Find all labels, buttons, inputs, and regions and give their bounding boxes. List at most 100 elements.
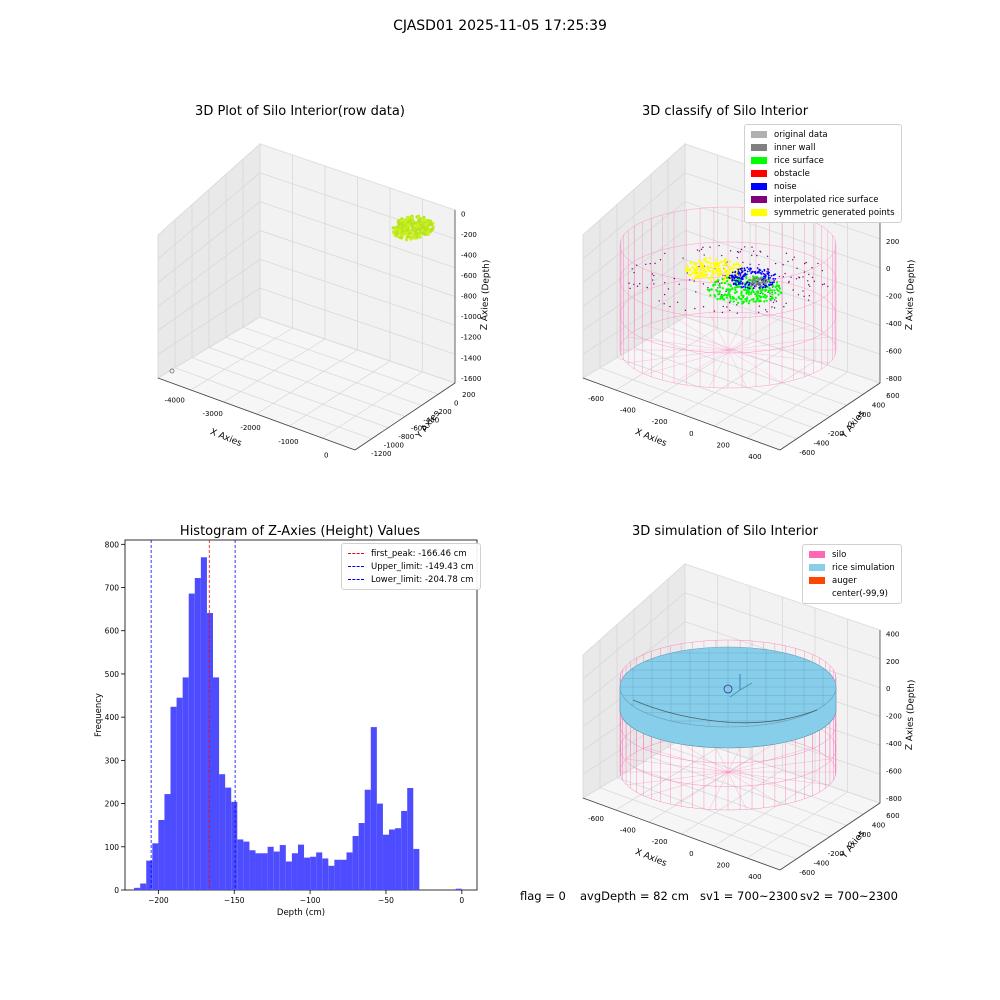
p2-rice-surface-point — [768, 292, 772, 295]
p2-noise-point — [731, 275, 733, 278]
p2-interpolated-point — [811, 276, 814, 279]
p2-silo-floor-spoke — [626, 349, 729, 364]
p2-symmetric-point — [696, 274, 699, 278]
p2-rice-surface-point — [757, 300, 761, 303]
p2-interpolated-point — [688, 279, 691, 281]
histogram-plot: −200 −150 −100 −50 0 0 100 200 300 400 500 600 700 80… — [94, 539, 478, 918]
p2-rice-surface-point — [758, 295, 761, 298]
p1-x-tick-label: -4000 — [165, 396, 185, 404]
p2-noise-point — [769, 276, 772, 279]
p2-rice-surface-point — [731, 295, 734, 298]
p2-rice-surface-point — [710, 288, 713, 291]
p2-symmetric-point — [697, 272, 700, 275]
p2-inner-wall-point — [763, 281, 766, 284]
p2-symmetric-point — [703, 269, 706, 272]
p1-grid-line — [242, 326, 439, 395]
p2-noise-point — [767, 271, 770, 273]
p2-noise-point — [768, 283, 770, 286]
p2-noise-point — [743, 267, 746, 270]
histogram-bar — [158, 820, 165, 890]
p2-symmetric-point — [732, 266, 735, 270]
p2-inner-wall-point — [749, 282, 752, 285]
histogram-y-tick-label: 400 — [105, 713, 120, 722]
p2-rice-surface-point — [714, 295, 717, 298]
p2-x-axis-line — [582, 377, 781, 451]
p2-noise-point — [771, 281, 773, 284]
p2-interpolated-point — [807, 299, 810, 301]
p1-z-tick-label: -1200 — [461, 334, 481, 342]
p2-inner-wall-point — [761, 280, 764, 283]
histogram-bar — [176, 697, 183, 890]
legend-entry: interpolated rice surface — [751, 193, 895, 206]
p2-interpolated-point — [736, 304, 738, 306]
p2-rice-surface-point — [778, 287, 782, 290]
p2-rice-surface-point — [736, 301, 740, 304]
p1-y-tick-label: -1200 — [371, 450, 391, 458]
p2-interpolated-point — [736, 312, 738, 314]
p1-data-point — [408, 218, 412, 222]
p2-rice-surface-point — [717, 278, 720, 282]
p2-symmetric-point — [693, 270, 697, 273]
p1-data-point — [427, 222, 431, 226]
p1-y-axis-line — [354, 382, 456, 451]
p2-noise-point — [744, 284, 747, 286]
p2-noise-point — [736, 276, 739, 279]
histogram-bar — [395, 828, 402, 890]
p2-noise-point — [746, 286, 749, 289]
p4-auger-axis — [739, 682, 753, 691]
p1-grid-line — [157, 172, 261, 260]
p2-symmetric-point — [723, 268, 726, 271]
p1-z-tick-label: 0 — [461, 210, 465, 218]
panel-4-title: 3D simulation of Silo Interior — [632, 524, 818, 539]
p2-noise-point — [766, 272, 769, 275]
p2-noise-point — [759, 271, 761, 274]
p1-data-point — [418, 234, 422, 238]
p2-noise-point — [746, 281, 748, 284]
p2-symmetric-point — [708, 277, 711, 280]
p2-y-tick-label: -600 — [799, 449, 815, 457]
p2-interpolated-point — [792, 289, 794, 291]
p2-symmetric-point — [685, 270, 688, 273]
histogram-bar — [304, 857, 311, 890]
p2-interpolated-point — [809, 285, 811, 288]
histogram-bar — [225, 787, 232, 890]
p2-rice-surface-point — [728, 295, 732, 298]
p2-symmetric-point — [719, 260, 723, 264]
p2-rice-surface-point — [709, 294, 712, 297]
p2-interpolated-point — [766, 270, 768, 273]
p2-noise-point — [734, 274, 736, 277]
legend-label: Lower_limit: -204.78 cm — [371, 574, 474, 585]
legend-swatch — [348, 566, 364, 567]
p1-y-tick-label: -200 — [436, 408, 452, 416]
p2-interpolated-point — [678, 283, 681, 285]
p2-interpolated-point — [749, 263, 751, 266]
p2-noise-point — [754, 272, 757, 275]
histogram-bar — [364, 789, 371, 890]
p1-data-point — [424, 223, 428, 227]
p1-z-tick-label: -1400 — [461, 354, 481, 362]
p2-symmetric-point — [691, 271, 695, 274]
p2-inner-wall-point — [751, 282, 754, 285]
p2-rice-surface-point — [732, 300, 735, 303]
p2-interpolated-point — [702, 306, 705, 308]
histogram-x-tick-label: −200 — [148, 896, 169, 905]
p2-rice-surface-point — [725, 296, 728, 299]
p4-z-tick-label: -800 — [886, 795, 902, 803]
p2-rice-surface-point — [729, 300, 732, 303]
p1-data-point — [401, 229, 405, 233]
p2-noise-point — [734, 271, 736, 274]
p2-symmetric-point — [736, 262, 740, 266]
histogram-bar — [134, 887, 141, 890]
p2-y-tick-label: 400 — [872, 401, 885, 409]
p2-interpolated-point — [709, 246, 711, 248]
p2-interpolated-point — [631, 268, 633, 270]
p2-interpolated-point — [663, 293, 666, 296]
p2-rice-surface-point — [727, 292, 730, 295]
p1-z-tick-label: -400 — [461, 252, 477, 260]
p2-inner-wall-point — [756, 281, 759, 284]
p2-symmetric-point — [699, 262, 703, 266]
p2-symmetric-point — [704, 276, 707, 279]
histogram-bar — [164, 794, 171, 890]
p2-interpolated-point — [722, 305, 724, 308]
status-avg-depth: avgDepth = 82 cm — [580, 889, 689, 903]
